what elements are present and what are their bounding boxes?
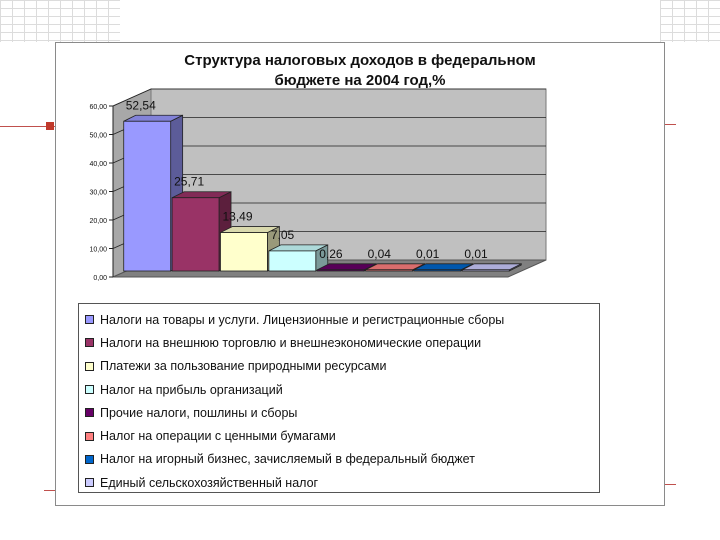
legend-swatch xyxy=(85,408,94,418)
y-tick-label: 10,00 xyxy=(89,247,107,254)
data-label: 0,26 xyxy=(319,247,343,261)
legend-label: Налоги на внешнюю торговлю и внешнеэконо… xyxy=(100,335,482,350)
bar xyxy=(365,269,413,272)
legend-swatch xyxy=(85,478,94,488)
data-label: 0,04 xyxy=(368,247,392,261)
legend-swatch xyxy=(85,431,94,441)
chart-title: Структура налоговых доходов в федерально… xyxy=(56,51,664,91)
slide-rule-bottom-right xyxy=(662,484,676,485)
bar xyxy=(316,269,365,272)
bar xyxy=(220,232,268,272)
legend-item: Прочие налоги, пошлины и сборы xyxy=(85,401,599,424)
legend-swatch xyxy=(85,315,94,325)
gridline xyxy=(112,88,546,107)
legend-label: Налог на операции с ценными бумагами xyxy=(100,429,336,444)
data-label: 7,05 xyxy=(271,228,295,242)
bar xyxy=(123,120,172,272)
slide-background-grid xyxy=(0,0,120,42)
legend-label: Налог на прибыль организаций xyxy=(100,382,283,397)
slide-bullet xyxy=(46,122,54,130)
legend-item: Налог на операции с ценными бумагами xyxy=(85,424,599,447)
chart-legend: Налоги на товары и услуги. Лицензионные … xyxy=(78,303,600,493)
slide-rule-bottom-left xyxy=(44,490,56,491)
y-tick-label: 40,00 xyxy=(89,161,107,168)
data-label: 13,49 xyxy=(222,210,252,224)
chart-panel: Структура налоговых доходов в федерально… xyxy=(55,42,665,506)
legend-item: Единый сельскохозяйственный налог xyxy=(85,471,599,494)
legend-item: Платежи за пользование природными ресурс… xyxy=(85,355,599,378)
data-label: 25,71 xyxy=(174,175,204,189)
legend-label: Платежи за пользование природными ресурс… xyxy=(100,359,387,374)
bar xyxy=(461,269,510,272)
bar xyxy=(268,250,317,272)
chart-title-line-1: Структура налоговых доходов в федерально… xyxy=(184,52,536,69)
data-label: 0,01 xyxy=(464,247,488,261)
y-tick-label: 20,00 xyxy=(89,218,107,225)
data-label: 52,54 xyxy=(126,98,156,112)
y-tick-label: 30,00 xyxy=(89,190,107,197)
legend-label: Налоги на товары и услуги. Лицензионные … xyxy=(100,312,505,327)
slide-rule-left xyxy=(0,126,56,127)
chart-title-line-2: бюджете на 2004 год,% xyxy=(274,72,446,89)
legend-label: Единый сельскохозяйственный налог xyxy=(100,475,319,490)
legend-item: Налог на игорный бизнес, зачисляемый в ф… xyxy=(85,448,599,471)
legend-item: Налоги на товары и услуги. Лицензионные … xyxy=(85,308,599,331)
y-tick-label: 60,00 xyxy=(89,104,107,111)
legend-label: Прочие налоги, пошлины и сборы xyxy=(100,405,298,420)
legend-swatch xyxy=(85,338,94,348)
bar xyxy=(171,197,220,272)
legend-swatch xyxy=(85,361,94,371)
legend-swatch xyxy=(85,385,94,395)
bar xyxy=(413,269,462,272)
legend-item: Налог на прибыль организаций xyxy=(85,378,599,401)
data-label: 0,01 xyxy=(416,247,440,261)
legend-item: Налоги на внешнюю торговлю и внешнеэконо… xyxy=(85,331,599,354)
legend-label: Налог на игорный бизнес, зачисляемый в ф… xyxy=(100,452,475,467)
y-tick-label: 50,00 xyxy=(89,133,107,140)
legend-swatch xyxy=(85,454,94,464)
slide-rule-right xyxy=(662,124,676,125)
bar-chart-3d: 0,00 10,00 20,00 30,00 40,00 50,00 60,00 52,54 2… xyxy=(89,88,547,282)
slide-background-grid-right xyxy=(660,0,720,42)
y-tick-label: 0,00 xyxy=(93,275,107,282)
